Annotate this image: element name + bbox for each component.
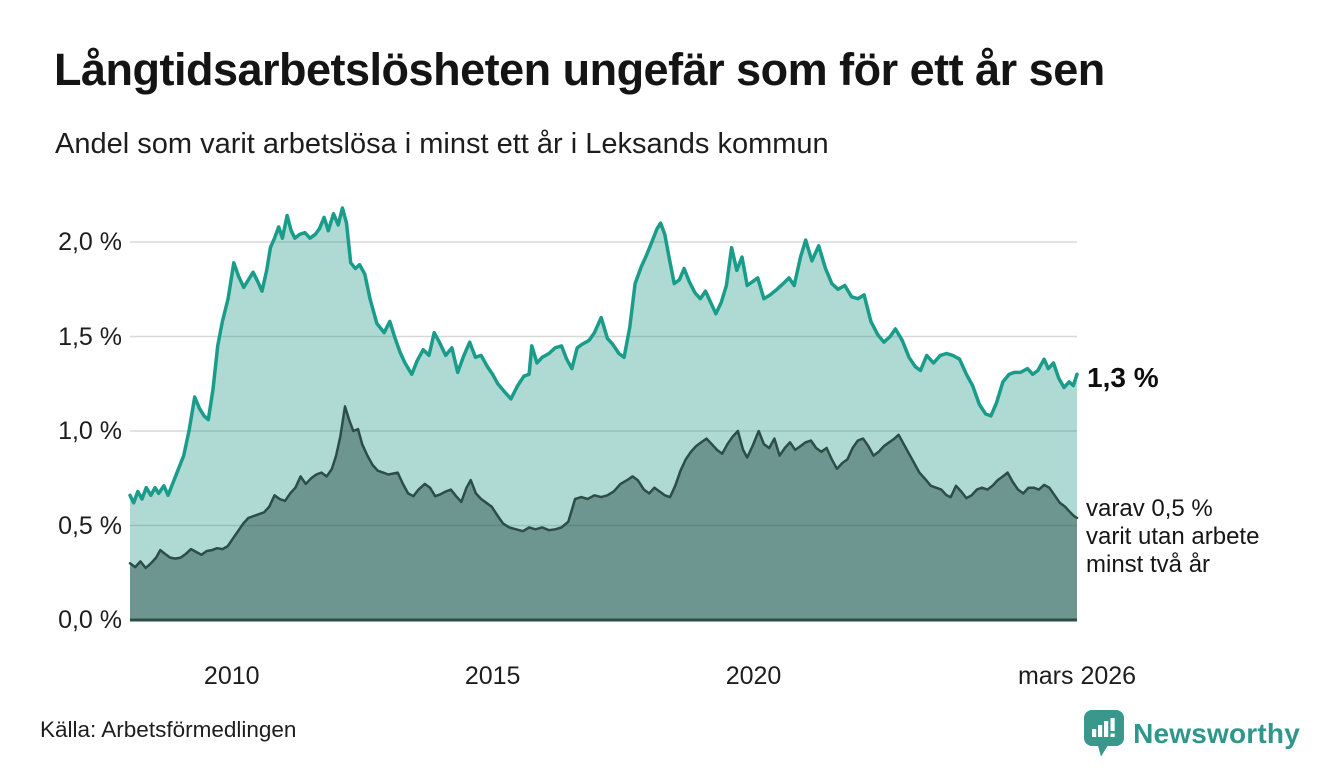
secondary-annotation: varav 0,5 % varit utan arbete minst två …	[1086, 495, 1260, 578]
newsworthy-logo: Newsworthy	[1084, 710, 1300, 757]
newsworthy-wordmark: Newsworthy	[1133, 717, 1300, 749]
source-caption: Källa: Arbetsförmedlingen	[40, 717, 297, 742]
newsworthy-badge-icon	[1084, 710, 1125, 757]
series-line-min-ett-ar	[128, 206, 1079, 505]
chart-subtitle: Andel som varit arbetslösa i minst ett å…	[55, 128, 829, 160]
series-area-min-ett-ar	[130, 208, 1077, 620]
series-area-min-tva-ar	[130, 406, 1077, 620]
latest-value-annotation: 1,3 %	[1087, 362, 1159, 393]
series-line-min-tva-ar	[128, 405, 1079, 570]
page-title: Långtidsarbetslösheten ungefär som för e…	[54, 44, 1105, 95]
